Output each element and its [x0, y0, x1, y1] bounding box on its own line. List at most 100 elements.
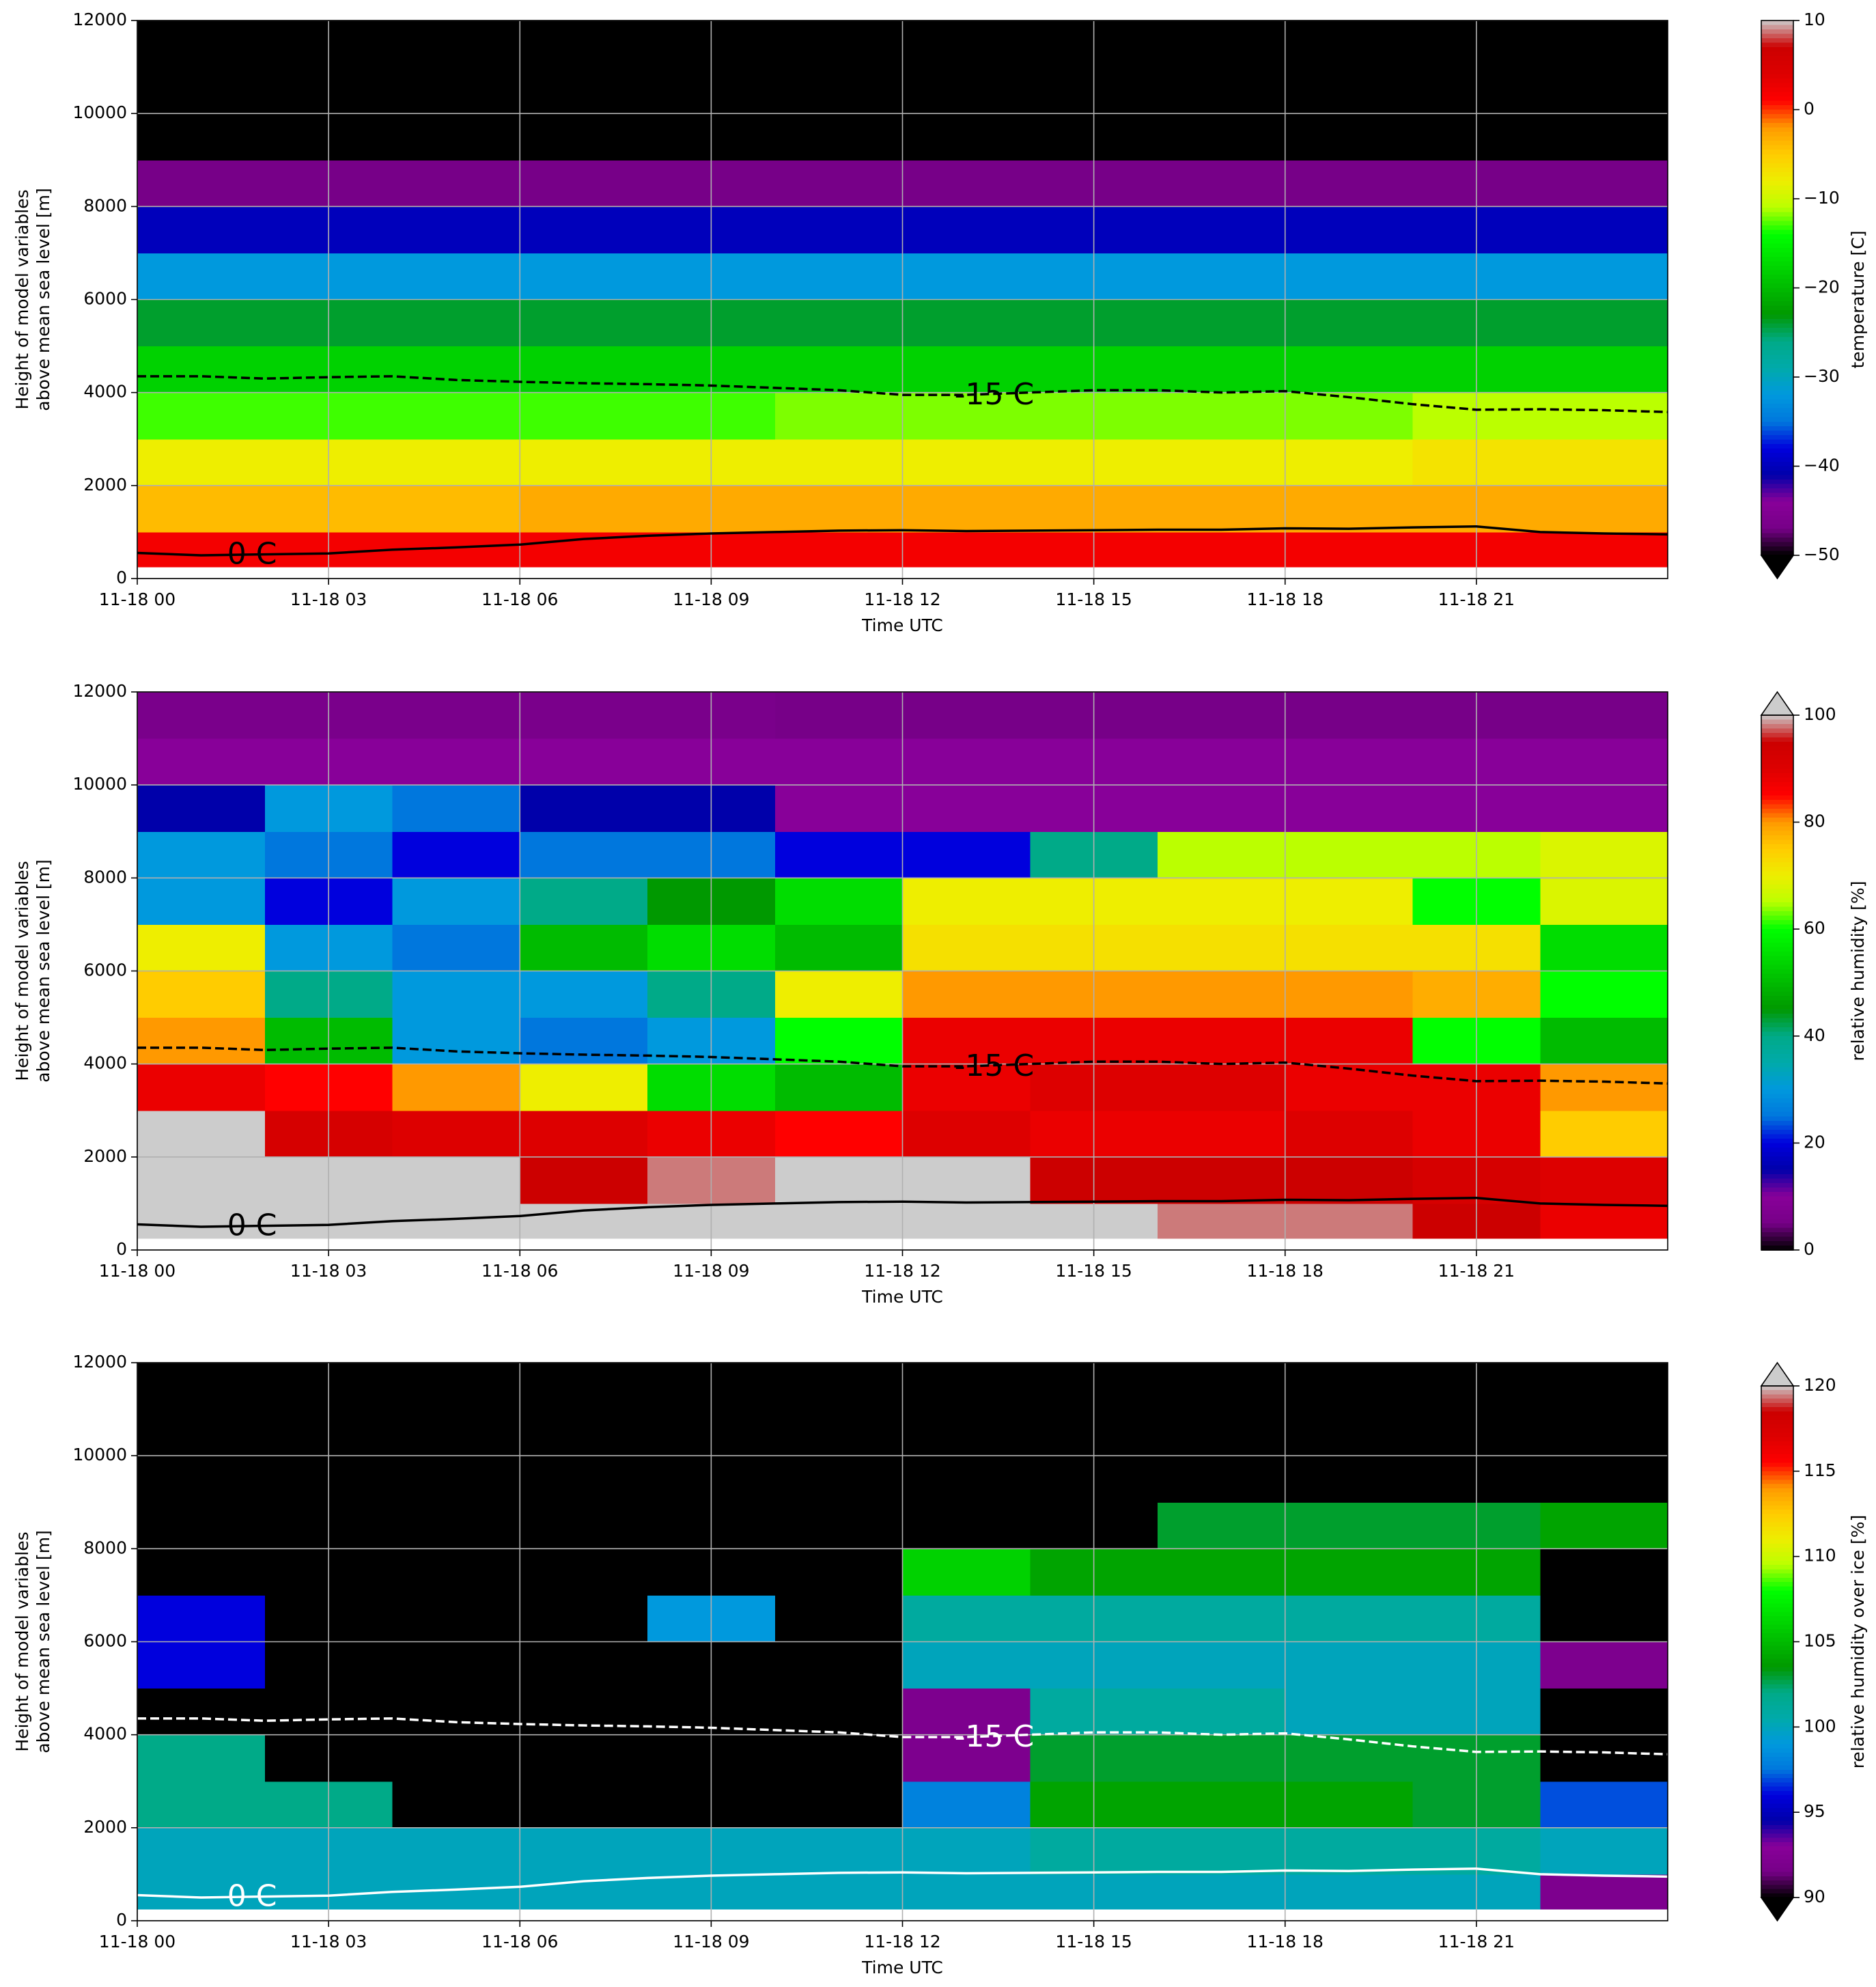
colorbar-strip — [1761, 1790, 1793, 1796]
heatmap-cell — [137, 1781, 266, 1829]
y-axis-label: above mean sea level [m] — [33, 1530, 53, 1753]
colorbar-strip — [1761, 510, 1793, 516]
colorbar-strip — [1761, 69, 1793, 75]
heatmap-cell — [902, 1827, 1031, 1875]
heatmap-cell — [1285, 299, 1414, 347]
colorbar-strip — [1761, 488, 1793, 494]
y-tick-label: 12000 — [72, 681, 127, 701]
heatmap-cell — [520, 692, 648, 739]
colorbar-strip — [1761, 1740, 1793, 1745]
colorbar-label: relative humidity over ice [%] — [1848, 1515, 1868, 1769]
heatmap-cell — [902, 485, 1031, 533]
colorbar-strip — [1761, 1214, 1793, 1220]
colorbar-strip — [1761, 185, 1793, 191]
heatmap-cell — [137, 160, 266, 207]
heatmap-cell — [520, 160, 648, 207]
heatmap-cell — [392, 1156, 520, 1204]
colorbar-strip — [1761, 1786, 1793, 1792]
x-tick-label: 11-18 15 — [1055, 1932, 1132, 1951]
heatmap-cell — [902, 924, 1031, 972]
heatmap-cell — [1540, 1110, 1668, 1158]
colorbar-strip — [1761, 1582, 1793, 1587]
contour-label: -15 C — [955, 1719, 1035, 1754]
x-tick-label: 11-18 09 — [673, 1932, 749, 1951]
heatmap-cell — [774, 1548, 904, 1596]
heatmap-cell — [137, 831, 266, 878]
heatmap-cell — [1158, 1456, 1286, 1503]
heatmap-cell — [774, 831, 904, 878]
colorbar-extend-min — [1760, 555, 1795, 580]
colorbar-strip — [1761, 982, 1793, 988]
colorbar-strip — [1761, 1663, 1793, 1668]
colorbar-strip — [1761, 1514, 1793, 1519]
colorbar-strip — [1761, 1757, 1793, 1762]
colorbar-strip — [1761, 171, 1793, 178]
heatmap-cell — [1158, 20, 1286, 68]
colorbar-strip — [1761, 933, 1793, 939]
heatmap-cell — [520, 346, 648, 393]
x-tick-label: 11-18 00 — [99, 589, 176, 609]
colorbar-strip — [1761, 132, 1793, 137]
x-tick-label: 11-18 00 — [99, 1932, 176, 1951]
heatmap-cell — [774, 20, 904, 68]
heatmap-cell — [137, 439, 266, 486]
heatmap-cell — [1285, 971, 1414, 1018]
heatmap-cell — [520, 439, 648, 486]
colorbar-strip — [1761, 501, 1793, 508]
heatmap-cell — [137, 1064, 266, 1111]
colorbar-strip — [1761, 1735, 1793, 1740]
y-tick-label: 0 — [116, 568, 127, 587]
colorbar-strip — [1761, 136, 1793, 141]
colorbar-strip — [1761, 1161, 1793, 1166]
colorbar-extend-min — [1760, 1897, 1795, 1922]
heatmap-cell — [1285, 785, 1414, 832]
heatmap-cell — [1158, 485, 1286, 533]
heatmap-cell — [392, 878, 520, 926]
heatmap-cell — [1285, 531, 1414, 568]
heatmap-cell — [774, 485, 904, 533]
heatmap-cell — [1285, 1203, 1414, 1239]
y-tick-label: 6000 — [83, 1631, 127, 1651]
heatmap-cell — [520, 253, 648, 301]
x-tick-label: 11-18 21 — [1438, 589, 1515, 609]
y-axis-label: above mean sea level [m] — [33, 859, 53, 1082]
colorbar-strip — [1761, 1134, 1793, 1139]
heatmap-cell — [392, 971, 520, 1018]
colorbar-strip — [1761, 1236, 1793, 1242]
colorbar-strip — [1761, 38, 1793, 44]
colorbar-strip — [1761, 114, 1793, 120]
colorbar-tick-label: 40 — [1804, 1025, 1825, 1045]
colorbar-strip — [1761, 1723, 1793, 1728]
colorbar-strip — [1761, 1616, 1793, 1622]
colorbar-strip — [1761, 1107, 1793, 1113]
heatmap-cell — [520, 1641, 648, 1689]
colorbar-tick-label: 0 — [1804, 1239, 1815, 1259]
colorbar-strip — [1761, 123, 1793, 128]
colorbar-strip — [1761, 417, 1793, 423]
colorbar-strip — [1761, 118, 1793, 124]
colorbar-strip — [1761, 78, 1793, 84]
colorbar-strip — [1761, 74, 1793, 79]
heatmap-cell — [902, 1156, 1031, 1204]
heatmap-cell — [1158, 299, 1286, 347]
y-tick-label: 2000 — [83, 1817, 127, 1837]
colorbar-tick-label: 115 — [1804, 1460, 1836, 1480]
colorbar-strip — [1761, 33, 1793, 39]
colorbar-strip — [1761, 898, 1793, 903]
heatmap-cell — [902, 1502, 1031, 1549]
heatmap-cell — [137, 206, 266, 254]
colorbar-strip — [1761, 768, 1793, 774]
heatmap-cell — [902, 1595, 1031, 1643]
heatmap-cell — [392, 1688, 520, 1736]
x-tick-label: 11-18 18 — [1247, 589, 1324, 609]
y-tick-label: 4000 — [83, 1053, 127, 1073]
colorbar-strip — [1761, 234, 1793, 240]
heatmap-cell — [137, 253, 266, 301]
heatmap-cell — [1158, 878, 1286, 926]
colorbar-strip — [1761, 1689, 1793, 1694]
axes-frame — [137, 20, 1668, 579]
colorbar-strip — [1761, 1658, 1793, 1664]
heatmap-cell — [902, 160, 1031, 207]
